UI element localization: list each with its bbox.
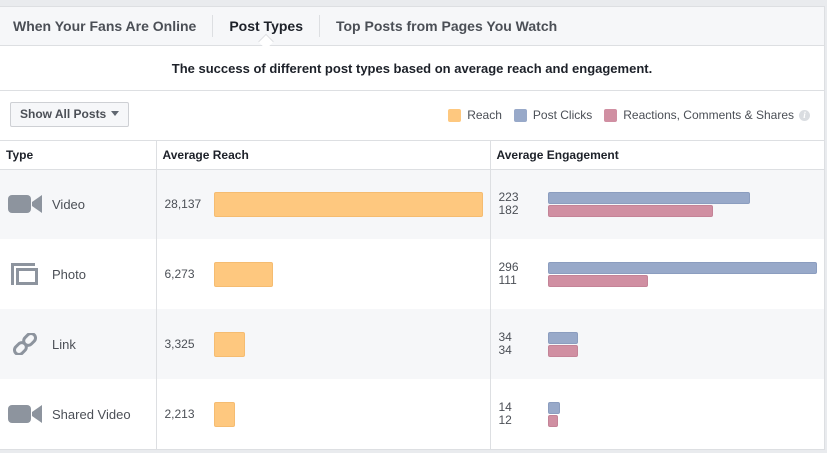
average-engagement-cell: 14 12: [491, 401, 825, 428]
post-types-table: Type Average Reach Average Engagement Vi…: [0, 141, 824, 449]
post-type-cell: Shared Video: [0, 403, 156, 425]
post-clicks-value: 223: [498, 190, 519, 205]
reach-bar: [213, 191, 483, 217]
show-all-posts-dropdown[interactable]: Show All Posts: [10, 102, 130, 127]
average-engagement-cell: 34 34: [491, 331, 825, 358]
tab-when-fans-online[interactable]: When Your Fans Are Online: [0, 15, 214, 37]
reactions-value: 12: [498, 413, 512, 427]
average-engagement-cell: 223 182: [491, 191, 825, 218]
reactions-bar: [547, 204, 713, 217]
filter-row: Show All Posts Reach Post Clicks Reactio…: [0, 91, 824, 141]
reach-bar: [213, 331, 246, 357]
insights-tabs: When Your Fans Are Online Post Types Top…: [0, 7, 824, 46]
tab-top-posts-pages-watch[interactable]: Top Posts from Pages You Watch: [335, 18, 558, 34]
post-type-label: Video: [52, 196, 86, 212]
reactions-bar: [547, 344, 579, 357]
table-row: Photo 6,273 296 111: [0, 239, 824, 309]
post-types-panel: When Your Fans Are Online Post Types Top…: [0, 6, 825, 450]
reactions-bar: [547, 274, 649, 287]
legend-swatch-post-clicks: [513, 108, 527, 122]
table-row: Link 3,325 34 34: [0, 309, 824, 379]
column-header-type: Type: [0, 141, 156, 170]
legend-label-reactions: Reactions, Comments & Shares: [623, 108, 794, 122]
legend: Reach Post Clicks Reactions, Comments & …: [436, 108, 810, 122]
post-clicks-bar: [547, 261, 817, 274]
average-reach-cell: 2,213: [157, 401, 490, 427]
reach-value: 2,213: [164, 407, 195, 421]
legend-swatch-reach: [448, 108, 462, 122]
link-icon: [8, 333, 52, 355]
post-clicks-value: 14: [498, 400, 512, 414]
caret-down-icon: [111, 111, 120, 116]
post-type-label: Photo: [52, 266, 86, 282]
video-camera-icon: [8, 403, 52, 425]
reach-value: 3,325: [164, 337, 195, 351]
section-description: The success of different post types base…: [0, 46, 824, 91]
average-reach-cell: 3,325: [157, 331, 490, 357]
reach-bar: [213, 261, 274, 287]
post-clicks-bar: [547, 331, 579, 344]
legend-swatch-reactions: [604, 108, 618, 122]
post-clicks-value: 296: [498, 260, 519, 274]
reactions-bar: [547, 414, 559, 427]
post-type-label: Shared Video: [52, 406, 131, 422]
post-clicks-bar: [547, 191, 751, 204]
table-row: Shared Video 2,213 14 12: [0, 379, 824, 449]
legend-label-post-clicks: Post Clicks: [532, 108, 593, 122]
reach-value: 6,273: [164, 267, 195, 281]
post-type-cell: Video: [0, 193, 156, 215]
post-type-cell: Photo: [0, 263, 156, 285]
table-row: Video 28,137 223 182: [0, 169, 824, 239]
post-clicks-value: 34: [498, 330, 512, 344]
reach-bar: [213, 401, 235, 427]
reactions-value: 111: [498, 273, 517, 287]
average-reach-cell: 28,137: [157, 191, 490, 217]
average-engagement-cell: 296 111: [491, 261, 825, 288]
post-type-cell: Link: [0, 333, 156, 355]
column-header-average-reach: Average Reach: [155, 141, 490, 170]
dropdown-label: Show All Posts: [20, 107, 107, 121]
reach-value: 28,137: [164, 197, 202, 212]
photo-icon: [8, 263, 52, 285]
post-type-label: Link: [52, 336, 76, 352]
legend-label-reach: Reach: [467, 108, 502, 122]
info-icon[interactable]: i: [799, 109, 810, 121]
post-clicks-bar: [547, 401, 561, 414]
average-reach-cell: 6,273: [157, 261, 490, 287]
reactions-value: 182: [498, 203, 519, 218]
tab-post-types[interactable]: Post Types: [213, 15, 320, 37]
reactions-value: 34: [498, 343, 512, 357]
video-camera-icon: [8, 193, 52, 215]
column-header-average-engagement: Average Engagement: [489, 141, 824, 170]
